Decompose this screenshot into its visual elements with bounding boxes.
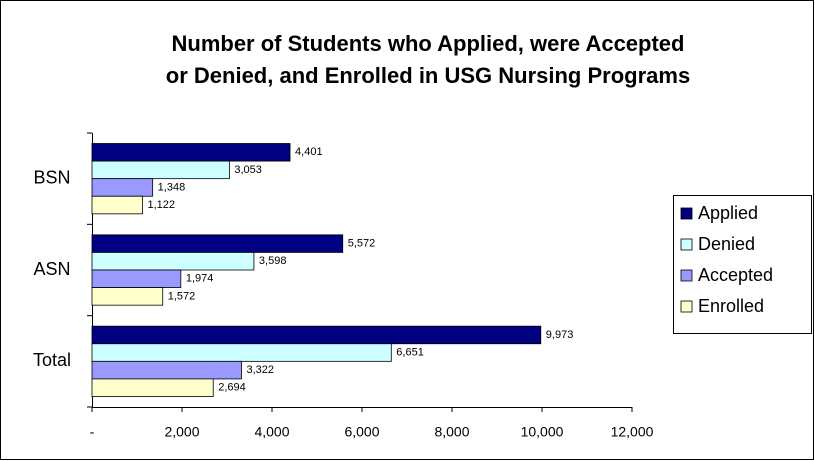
x-tick-label: -	[90, 424, 95, 440]
value-label: 6,651	[396, 346, 424, 358]
bar	[91, 234, 344, 253]
bar	[91, 360, 242, 380]
legend-box	[673, 195, 812, 334]
legend-swatch	[680, 300, 693, 313]
x-tick-label: 12,000	[611, 424, 654, 440]
chart-title: Number of Students who Applied, were Acc…	[172, 31, 685, 56]
x-tick-label: 6,000	[344, 424, 379, 440]
y-tick-label: BSN	[33, 167, 70, 187]
legend-label: Enrolled	[698, 296, 764, 316]
chart-title: or Denied, and Enrolled in USG Nursing P…	[166, 63, 690, 88]
x-tick-label: 2,000	[164, 424, 199, 440]
value-label: 1,974	[186, 273, 214, 285]
value-label: 5,572	[348, 238, 376, 250]
value-label: 1,122	[147, 199, 175, 211]
y-tick-label: Total	[33, 350, 71, 370]
bar	[91, 378, 214, 397]
legend-swatch	[680, 238, 693, 251]
value-label: 2,694	[218, 382, 246, 394]
x-tick-label: 4,000	[254, 424, 289, 440]
legend-swatch	[680, 207, 693, 220]
legend-label: Accepted	[698, 265, 773, 285]
value-label: 3,322	[246, 364, 274, 376]
value-label: 4,401	[295, 146, 323, 158]
y-tick-label: ASN	[33, 259, 70, 279]
legend-label: Denied	[698, 234, 755, 254]
bar	[91, 269, 182, 288]
value-label: 1,572	[168, 290, 196, 302]
bar	[91, 287, 164, 306]
bar	[91, 252, 255, 271]
x-tick-label: 10,000	[521, 424, 564, 440]
bar	[91, 195, 143, 215]
bar	[91, 160, 230, 180]
legend-swatch	[680, 269, 693, 282]
value-label: 3,598	[259, 255, 287, 267]
value-label: 9,973	[546, 329, 574, 341]
value-label: 3,053	[234, 164, 262, 176]
bar	[91, 343, 392, 362]
bar	[91, 178, 154, 197]
value-label: 1,348	[158, 181, 186, 193]
bar	[91, 325, 542, 345]
bar	[91, 143, 291, 162]
legend-label: Applied	[698, 203, 758, 223]
x-tick-label: 8,000	[434, 424, 469, 440]
